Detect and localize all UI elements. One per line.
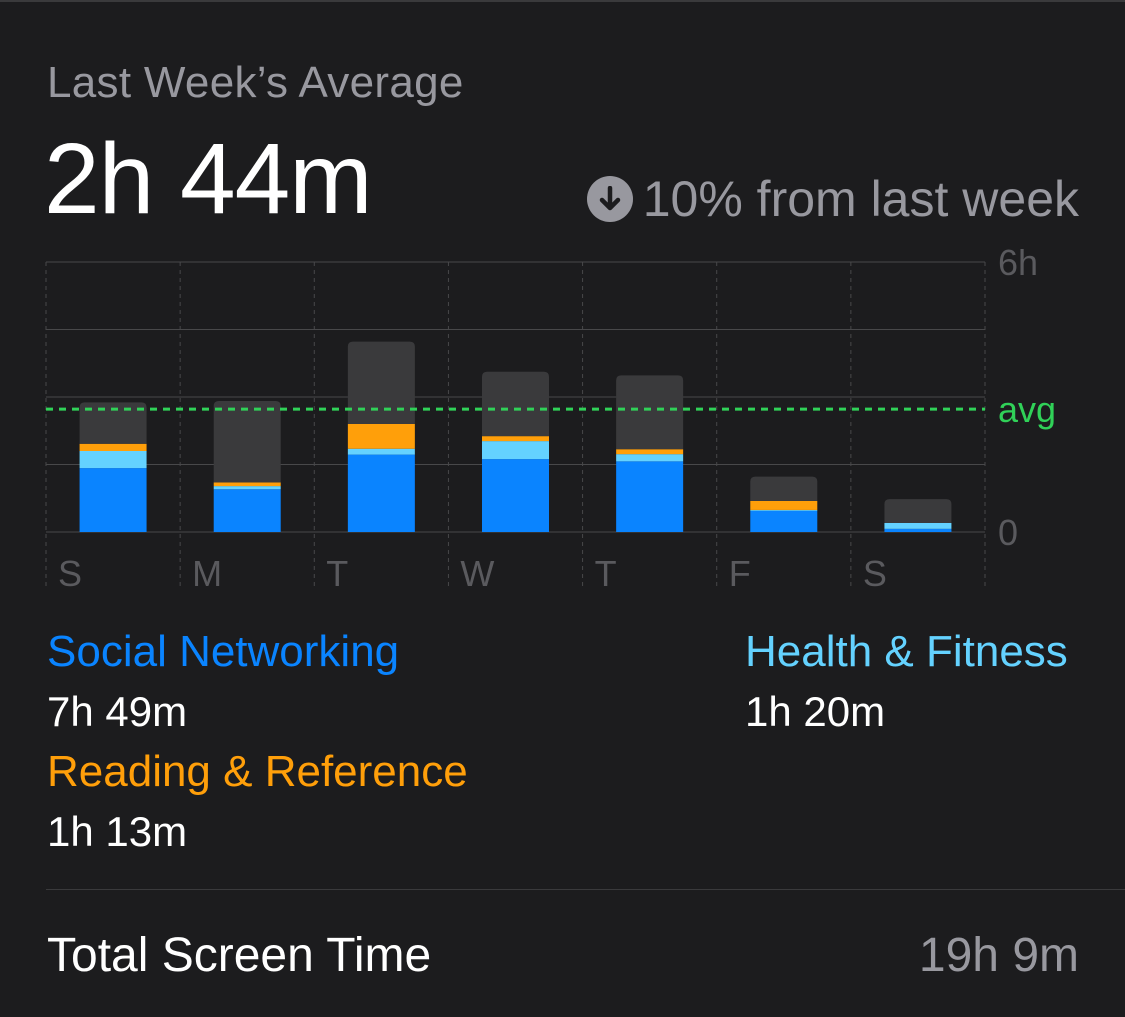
day-label: S	[863, 553, 887, 594]
day-label: F	[729, 553, 751, 594]
bar-segment-health	[482, 441, 549, 460]
day-label: S	[58, 553, 82, 594]
average-value: 2h 44m	[44, 123, 373, 235]
total-screen-time-value: 19h 9m	[918, 929, 1079, 982]
legend-health-fitness[interactable]: Health & Fitness 1h 20m	[745, 627, 1068, 737]
y-tick-zero: 0	[998, 512, 1018, 553]
legend-health-fitness-name: Health & Fitness	[745, 627, 1068, 676]
bar-segment-other	[884, 499, 952, 523]
arrow-down-circle-icon	[586, 176, 633, 222]
day-label: M	[192, 553, 222, 594]
section-divider	[46, 889, 1125, 890]
legend-reading-reference-value: 1h 13m	[47, 808, 188, 855]
bar-segment-social	[347, 454, 415, 532]
bar-segment-health	[884, 523, 952, 529]
legend-health-fitness-value: 1h 20m	[745, 688, 886, 735]
legend-reading-reference-name: Reading & Reference	[47, 747, 468, 796]
bar-segment-health	[79, 451, 147, 469]
bar-segment-reading	[616, 449, 684, 455]
bar-segment-health	[347, 448, 415, 455]
average-label: avg	[998, 389, 1056, 430]
bar-segment-health	[616, 454, 684, 462]
day-label: W	[460, 553, 494, 594]
day-label: T	[326, 553, 348, 594]
legend-social-networking[interactable]: Social Networking 7h 49m	[47, 627, 399, 737]
bar-segment-reading	[347, 424, 415, 449]
bar-segment-other	[482, 371, 549, 437]
day-label: T	[595, 553, 617, 594]
bar-segment-other	[616, 375, 684, 450]
total-screen-time-label: Total Screen Time	[47, 929, 432, 982]
bar-segment-social	[750, 510, 818, 532]
weekly-change: 10% from last week	[586, 170, 1079, 228]
bar-segment-social	[616, 461, 684, 532]
y-tick-max: 6h	[998, 242, 1038, 283]
bar-segment-reading	[79, 443, 147, 451]
bar-segment-reading	[213, 482, 281, 487]
top-divider	[0, 0, 1125, 2]
average-label: Last Week’s Average	[47, 58, 464, 107]
bar-segment-other	[750, 476, 818, 501]
bar-segment-health	[213, 486, 281, 490]
bar-segment-other	[79, 402, 147, 444]
legend-social-networking-value: 7h 49m	[47, 688, 188, 735]
bar-segment-reading	[482, 436, 549, 442]
weekly-change-text: 10% from last week	[642, 171, 1079, 227]
legend-social-networking-name: Social Networking	[47, 627, 400, 676]
bar-segment-social	[482, 459, 549, 532]
bar-segment-social	[884, 528, 952, 532]
bar-segment-other	[213, 401, 281, 483]
bar-segment-social	[213, 489, 281, 532]
legend-reading-reference[interactable]: Reading & Reference 1h 13m	[47, 747, 468, 857]
bar-segment-other	[347, 341, 415, 424]
bar-segment-social	[79, 468, 147, 532]
bar-segment-health	[750, 509, 818, 511]
bar-segment-reading	[750, 500, 818, 510]
